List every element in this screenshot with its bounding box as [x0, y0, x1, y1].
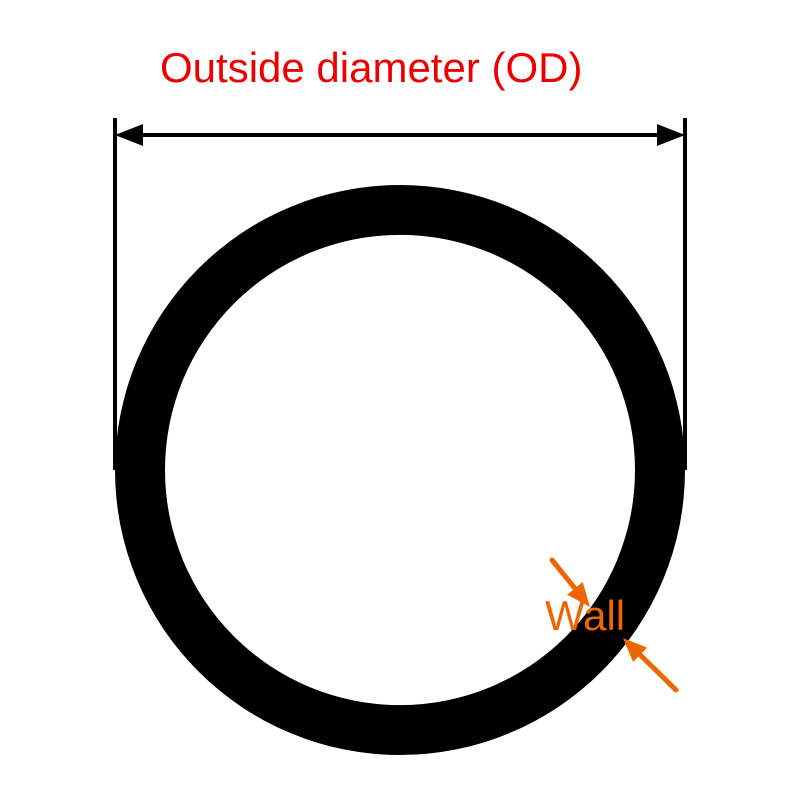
wall-label: Wall: [545, 592, 625, 640]
diagram-canvas: Outside diameter (OD) Wall: [0, 0, 800, 800]
wall-arrow-outer-shaft: [640, 655, 676, 690]
wall-arrow-inner-shaft: [552, 560, 575, 588]
outside-diameter-label: Outside diameter (OD): [160, 44, 582, 92]
tube-cross-section: [115, 185, 685, 755]
od-arrowhead-right-icon: [657, 124, 685, 146]
diagram-svg: [0, 0, 800, 800]
od-arrowhead-left-icon: [115, 124, 143, 146]
